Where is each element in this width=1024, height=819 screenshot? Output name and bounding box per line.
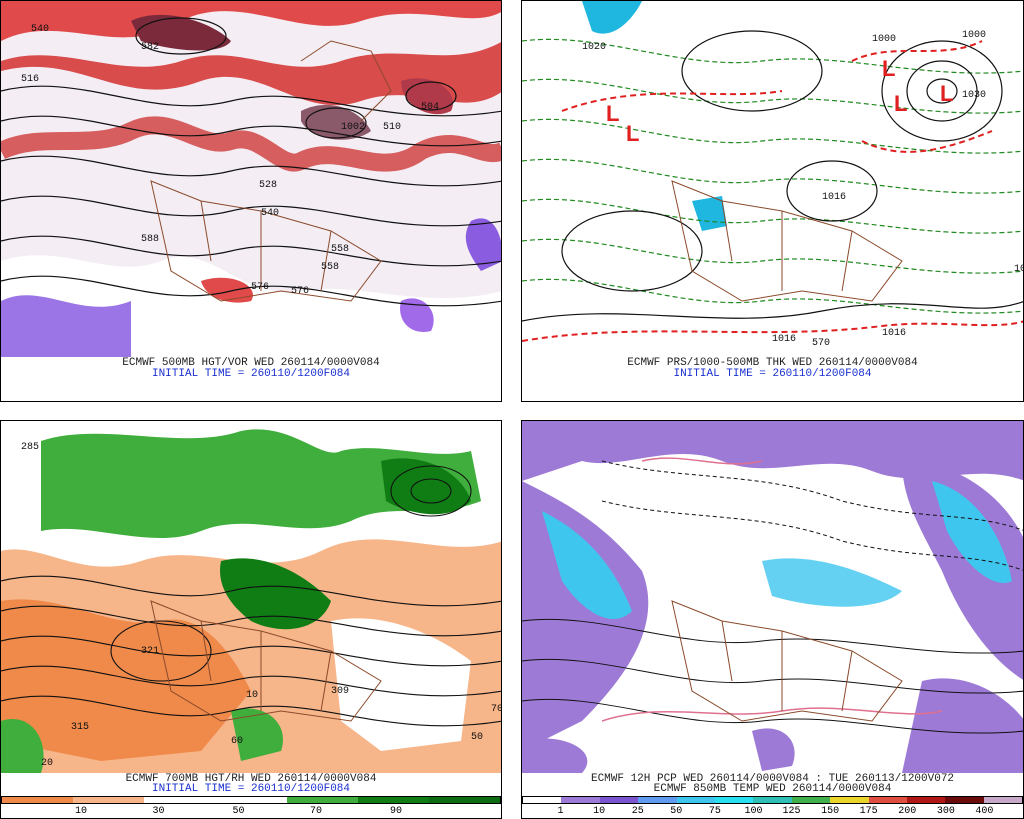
contour-label: 510 [383, 122, 401, 133]
precip-tick: 75 [708, 806, 721, 817]
rh-colorbar-bin [215, 797, 287, 803]
rh-colorbar-bin [144, 797, 216, 803]
precip-tick: 50 [670, 806, 683, 817]
rh-tick: 30 [152, 806, 165, 817]
contour-label: 1002 [341, 122, 365, 133]
contour-label: 1016 [822, 192, 846, 203]
rh-tick: 90 [389, 806, 403, 817]
rh-colorbar-bin [357, 797, 429, 803]
rh-colorbar [1, 796, 501, 804]
low-pressure-marker: L [940, 81, 953, 106]
panel-700mb-hgt-rh: 285 321 315 309 70 50 60 10 20 ECMWF 700MB HGT/R… [0, 420, 502, 819]
precip-colorbar-bin [868, 797, 907, 803]
low-pressure-marker: L [894, 91, 907, 116]
map-500mb-vorticity: 540 582 516 588 504 510 1002 528 540 558 558 576 576 [1, 1, 501, 357]
contour-label: 10 [1014, 264, 1024, 275]
contour-label: 1000 [872, 34, 896, 45]
precip-tick: 125 [782, 806, 801, 817]
low-pressure-marker: L [626, 121, 639, 146]
contour-label: 1016 [882, 328, 906, 339]
precip-colorbar-bin [523, 797, 562, 803]
rh-colorbar-ticks: 10 30 50 70 90 [1, 806, 501, 818]
contour-label: 285 [21, 442, 39, 453]
precip-tick: 25 [631, 806, 644, 817]
panel3-caption: ECMWF 700MB HGT/RH WED 260114/0000V084 [125, 773, 377, 785]
contour-label: 10 [246, 690, 258, 701]
contour-label: 588 [141, 234, 159, 245]
contour-label: 70 [491, 704, 502, 715]
rh-colorbar-bin [428, 797, 500, 803]
rh-tick: 70 [309, 806, 323, 817]
precip-colorbar [522, 796, 1023, 804]
precip-colorbar-ticks: 1 10 25 50 75 100 125 150 175 200 300 40… [522, 806, 1023, 818]
precip-colorbar-bin [561, 797, 600, 803]
contour-label: 1030 [962, 90, 986, 101]
precip-tick: 100 [744, 806, 763, 817]
precip-colorbar-bin [714, 797, 754, 803]
contour-label: 315 [71, 722, 89, 733]
precip-tick: 10 [593, 806, 606, 817]
contour-label: 60 [231, 736, 243, 747]
rh-colorbar-bin [2, 797, 74, 803]
rh-colorbar-bin [286, 797, 358, 803]
panel3-initial-time: INITIAL TIME = 260110/1200F084 [151, 783, 351, 795]
contour-label: 558 [331, 244, 349, 255]
panel1-caption: ECMWF 500MB HGT/VOR WED 260114/0000V084 [122, 357, 380, 369]
contour-label: 20 [41, 758, 53, 769]
precip-colorbar-bin [753, 797, 792, 803]
panel4-caption: ECMWF 12H PCP WED 260114/0000V084 : TUE … [590, 773, 955, 785]
contour-label: 1020 [582, 42, 606, 53]
map-700mb-relative-humidity: 285 321 315 309 70 50 60 10 20 [1, 421, 502, 773]
contour-label: 576 [251, 282, 269, 293]
map-12h-precip-850mb-temp [522, 421, 1023, 773]
panel2-initial-time: INITIAL TIME = 260110/1200F084 [673, 368, 872, 380]
precip-colorbar-bin [791, 797, 831, 803]
precip-tick: 400 [975, 806, 994, 817]
precip-colorbar-bin [676, 797, 715, 803]
precip-colorbar-bin [945, 797, 984, 803]
contour-label: 321 [141, 646, 159, 657]
contour-label: 570 [812, 338, 830, 349]
panel2-caption: ECMWF PRS/1000-500MB THK WED 260114/0000… [627, 357, 918, 369]
low-pressure-marker: L [606, 101, 619, 126]
rh-tick: 50 [232, 806, 245, 817]
contour-label: 1016 [772, 334, 796, 345]
precip-tick: 300 [936, 806, 955, 817]
panel-500mb-hgt-vor: 540 582 516 588 504 510 1002 528 540 558 558 576 576… [0, 0, 502, 402]
contour-label: 50 [471, 732, 483, 743]
contour-label: 558 [321, 262, 339, 273]
low-pressure-marker: L [882, 56, 895, 81]
contour-label: 540 [261, 208, 279, 219]
contour-label: 309 [331, 686, 349, 697]
precip-tick: 175 [859, 806, 878, 817]
precip-tick: 200 [898, 806, 917, 817]
precip-colorbar-bin [638, 797, 677, 803]
panel4-caption-temp: ECMWF 850MB TEMP WED 260114/0000V084 [653, 783, 892, 795]
rh-colorbar-bin [73, 797, 145, 803]
contour-label: 1000 [962, 30, 986, 41]
precip-tick: 1 [557, 806, 564, 817]
panel1-initial-time: INITIAL TIME = 260110/1200F084 [151, 368, 351, 380]
precip-tick: 150 [821, 806, 840, 817]
precip-colorbar-bin [983, 797, 1023, 803]
panel-precip-850mb-temp: ECMWF 12H PCP WED 260114/0000V084 : TUE … [521, 420, 1024, 819]
precip-colorbar-bin [599, 797, 639, 803]
panel-pressure-thickness: L L L L L 1020 1000 1000 1030 1016 1016 570 101… [521, 0, 1024, 402]
precip-colorbar-bin [906, 797, 946, 803]
contour-label: 516 [21, 74, 39, 85]
contour-label: 582 [141, 42, 159, 53]
contour-label: 528 [259, 180, 277, 191]
contour-label: 504 [421, 102, 439, 113]
contour-label: 540 [31, 24, 49, 35]
rh-tick: 10 [74, 806, 88, 817]
precip-colorbar-bin [830, 797, 869, 803]
contour-label: 576 [291, 286, 309, 297]
